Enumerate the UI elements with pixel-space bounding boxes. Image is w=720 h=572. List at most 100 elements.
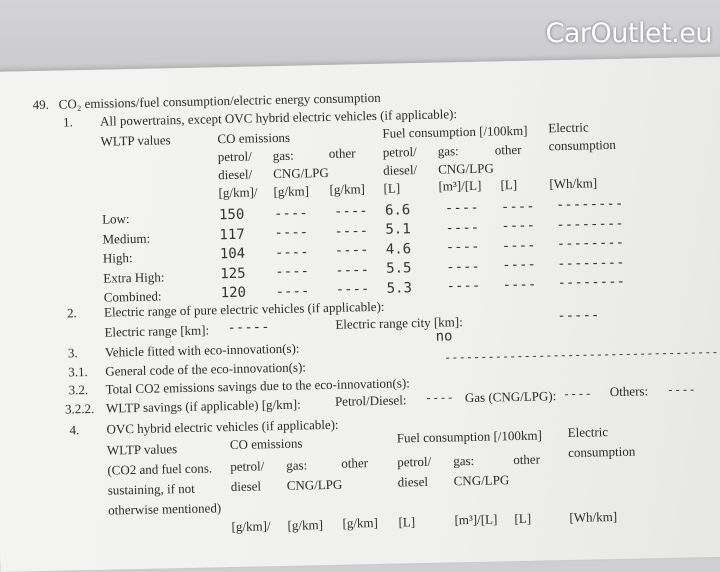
ovc-column-subheader: petrol/ <box>397 453 432 470</box>
ovc-column-subheader: CNG/LPG <box>286 476 343 493</box>
co-header: CO emissions <box>217 129 291 147</box>
cell-fother: ---- <box>501 237 536 254</box>
petrol-savings-value: ---- <box>424 390 454 405</box>
cell-co: 125 <box>220 265 246 282</box>
ovc-unit-label: [L] <box>398 513 416 530</box>
cell-gas: ---- <box>274 243 309 261</box>
cell-other: ---- <box>335 261 370 279</box>
ovc-column-subheader: diesel <box>230 478 262 495</box>
cell-co: 120 <box>220 284 247 302</box>
cell-other: ---- <box>334 242 369 259</box>
ovc-unit-label: [g/km]/ <box>231 518 271 535</box>
cell-elec: -------- <box>556 215 624 233</box>
ovc-wltp-line-1: WLTP values <box>106 441 178 458</box>
column-subheader: CNG/LPG <box>273 164 329 181</box>
row-label: High: <box>102 250 133 266</box>
section-number: 49. <box>32 96 50 113</box>
row-label: Low: <box>101 211 130 227</box>
others-savings-label: Others: <box>609 383 649 400</box>
item4-number: 4. <box>69 422 80 438</box>
ovc-wltp-line-4: otherwise mentioned) <box>108 500 222 518</box>
column-subheader: diesel/ <box>218 166 253 183</box>
column-subheader: CNG/LPG <box>437 160 494 177</box>
others-savings-value: ---- <box>666 382 696 397</box>
cell-gas: ---- <box>275 282 310 300</box>
cell-other: ---- <box>334 222 369 240</box>
ovc-column-subheader: other <box>341 455 369 472</box>
item322-number: 3.2.2. <box>64 400 95 417</box>
column-subheader: petrol/ <box>382 144 417 160</box>
cell-gas: ---- <box>275 263 310 281</box>
cell-fuel: 4.6 <box>385 240 412 258</box>
cell-co: 104 <box>219 245 246 263</box>
gas-savings-label: Gas (CNG/LPG): <box>464 388 557 406</box>
unit-label: [L] <box>383 180 401 196</box>
item31-number: 3.1. <box>68 364 88 380</box>
ovc-column-subheader: petrol/ <box>230 458 265 475</box>
item3-title: Vehicle fitted with eco-innovation(s): <box>104 340 300 360</box>
ovc-unit-label: [L] <box>514 510 532 527</box>
cell-co: 117 <box>219 226 245 243</box>
electric-range-label: Electric range [km]: <box>104 322 210 340</box>
row-label: Extra High: <box>103 268 165 286</box>
cell-fgas: ---- <box>444 199 479 217</box>
cell-elec: -------- <box>556 254 625 272</box>
eco-innovation-value: no <box>435 328 453 345</box>
cell-elec: -------- <box>555 195 624 214</box>
ovc-column-subheader: other <box>513 451 541 467</box>
cell-fgas: ---- <box>445 219 480 236</box>
column-subheader: other <box>494 141 522 157</box>
cell-gas: ---- <box>274 224 309 242</box>
ovc-column-subheader: gas: <box>286 457 308 473</box>
column-subheader: diesel/ <box>382 162 418 179</box>
electric-range-city-value: ----- <box>557 307 600 325</box>
ovc-column-subheader: CNG/LPG <box>453 472 510 489</box>
item3-number: 3. <box>67 345 78 361</box>
cell-elec: -------- <box>556 234 625 253</box>
electric-header-2: consumption <box>548 136 616 154</box>
cell-gas: ---- <box>273 204 308 222</box>
cell-fother: ---- <box>502 276 537 293</box>
ovc-wltp-line-2: (CO2 and fuel cons. <box>107 460 213 478</box>
ovc-electric-header-2: consumption <box>567 443 636 460</box>
fuel-header: Fuel consumption [/100km] <box>382 122 528 141</box>
cell-fgas: ---- <box>445 238 480 256</box>
petrol-savings-label: Petrol/Diesel: <box>334 392 407 409</box>
cell-fother: ---- <box>501 217 536 235</box>
electric-range-value: ----- <box>227 319 270 337</box>
column-subheader: other <box>328 145 356 162</box>
ovc-unit-label: [Wh/km] <box>569 508 618 525</box>
cell-fuel: 6.6 <box>384 201 411 219</box>
cell-co: 150 <box>218 206 245 224</box>
unit-label: [m³]/[L] <box>438 178 482 195</box>
item2-number: 2. <box>66 305 77 321</box>
electric-header: Electric <box>548 119 589 136</box>
cell-fuel: 5.1 <box>385 221 411 238</box>
cell-fuel: 5.5 <box>386 260 412 277</box>
watermark-logo: CarOutlet.eu <box>545 18 713 49</box>
item32-number: 3.2. <box>68 382 89 398</box>
unit-label: [L] <box>500 176 518 193</box>
unit-label: [Wh/km] <box>549 174 598 191</box>
ovc-column-subheader: gas: <box>453 452 475 469</box>
cell-fuel: 5.3 <box>386 279 413 297</box>
cell-fother: ---- <box>501 256 537 274</box>
wltp-label: WLTP values <box>100 132 171 149</box>
cell-fgas: ---- <box>446 277 481 295</box>
document-page: 49. CO₂ emissions/fuel consumption/elect… <box>0 56 720 572</box>
row-label: Medium: <box>102 230 151 247</box>
ovc-wltp-line-3: sustaining, if not <box>107 480 195 498</box>
unit-label: [g/km] <box>273 182 310 199</box>
ovc-electric-header: Electric <box>567 424 609 440</box>
ovc-unit-label: [m³]/[L] <box>454 511 498 528</box>
eco-code-value: ----------------------------------------… <box>443 344 720 365</box>
ovc-co-header: CO emissions <box>229 435 303 453</box>
column-subheader: gas: <box>272 147 294 163</box>
ovc-column-subheader: diesel <box>397 474 429 490</box>
item1-number: 1. <box>62 114 73 130</box>
unit-label: [g/km] <box>329 181 366 198</box>
column-subheader: gas: <box>437 143 459 159</box>
cell-fother: ---- <box>500 198 535 215</box>
ovc-unit-label: [g/km] <box>287 516 324 533</box>
ovc-fuel-header: Fuel consumption [/100km] <box>396 427 543 446</box>
